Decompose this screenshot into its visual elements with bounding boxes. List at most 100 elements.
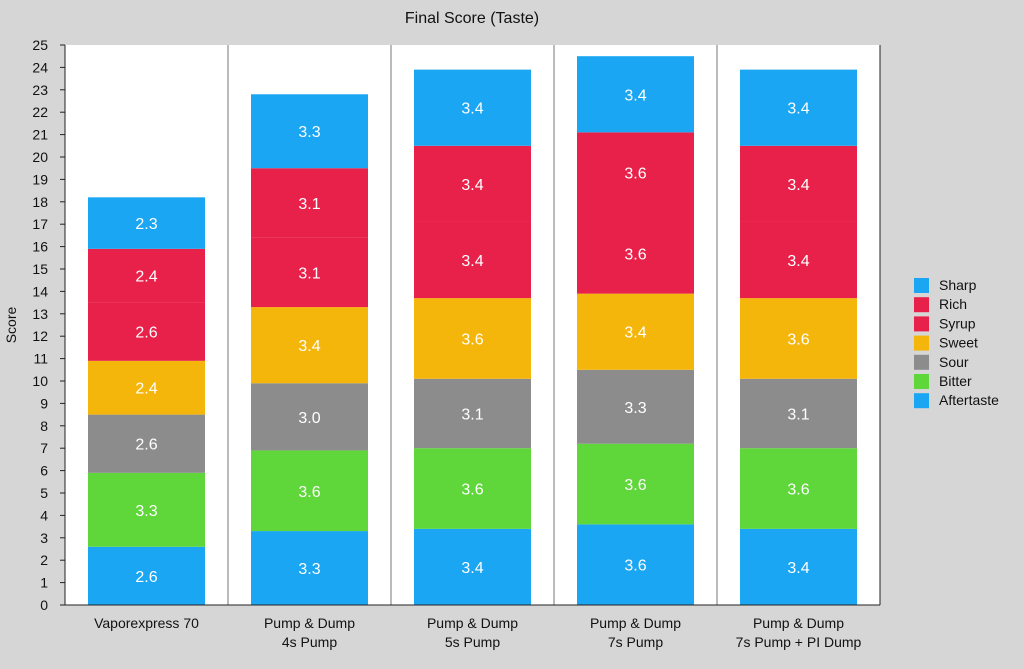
y-tick-label: 2 [40,552,48,568]
x-category-label: 7s Pump + PI Dump [736,634,862,650]
y-axis-ticks: 0123456789101112131415161718192021222324… [32,37,65,613]
bar-segment-value-label: 3.6 [624,477,646,494]
bar-segment-value-label: 3.4 [787,177,809,194]
bar-segment-aftertaste [577,524,694,605]
bar-segment-aftertaste [414,528,531,605]
bar-segment-value-label: 3.6 [787,331,809,348]
bar-segment-syrup [414,221,531,299]
bar-stacks: 2.6 3.3 2.6 2.4 2.6 2.4 2.3 3.3 3.6 3.0 3.4 3.1 3.1 3… [88,56,857,605]
bar-segment-sharp [88,197,205,249]
x-category-label: 5s Pump [445,634,500,650]
y-tick-label: 0 [40,597,48,613]
legend-label: Sour [939,354,969,370]
y-tick-label: 20 [32,149,48,165]
legend-label: Aftertaste [939,392,999,408]
bar-segment-value-label: 2.4 [135,269,157,286]
bar-segment-bitter [577,443,694,525]
legend: Sharp Rich Syrup Sweet Sour Bitter Aftertaste [914,277,999,409]
legend-swatch [914,316,929,332]
bar-segment-rich [251,168,368,238]
bar-segment-value-label: 3.6 [624,246,646,263]
y-tick-label: 24 [32,59,48,75]
legend-label: Rich [939,296,967,312]
bar-segment-sour [740,378,857,449]
bar-segment-value-label: 3.4 [787,560,809,577]
bar-segment-value-label: 3.6 [787,482,809,499]
bar-segment-value-label: 2.3 [135,216,157,233]
bar-segment-aftertaste [740,528,857,605]
bar-segment-value-label: 3.4 [624,87,646,104]
bar-segment-rich [88,248,205,303]
bar-segment-bitter [740,448,857,529]
bar-segment-rich [740,145,857,222]
x-category-label: Vaporexpress 70 [94,615,199,631]
x-category-label: Pump & Dump [427,615,518,631]
bar-segment-rich [414,145,531,222]
bar-segment-sweet [577,293,694,370]
bar-segment-aftertaste [88,546,205,605]
y-tick-label: 19 [32,171,48,187]
bar-segment-sweet [414,298,531,379]
bar-segment-value-label: 3.6 [298,484,320,501]
bar-segment-sour [414,378,531,449]
legend-swatch [914,374,929,389]
bar-segment-value-label: 2.4 [135,381,157,398]
y-tick-label: 12 [32,328,48,344]
y-tick-label: 11 [33,351,48,367]
y-tick-label: 4 [40,507,48,523]
y-tick-label: 1 [40,575,48,591]
legend-label: Bitter [939,373,972,389]
y-tick-label: 13 [32,306,48,322]
y-tick-label: 7 [40,440,48,456]
bar-segment-syrup [740,221,857,299]
bar-segment-value-label: 3.4 [624,325,646,342]
bar-segment-sweet [251,307,368,384]
bar-segment-sharp [577,56,694,133]
y-tick-label: 21 [32,127,48,143]
bar-segment-value-label: 3.1 [461,406,483,423]
y-axis-label: Score [3,307,19,344]
bar-segment-value-label: 3.3 [298,124,320,141]
bar-segment-value-label: 3.6 [461,331,483,348]
bar-segment-value-label: 3.1 [298,265,320,282]
bar-segment-syrup [88,302,205,361]
y-tick-label: 18 [32,194,48,210]
bar-segment-value-label: 3.1 [298,196,320,213]
bar-segment-value-label: 3.0 [298,410,320,427]
bar-segment-aftertaste [251,531,368,605]
legend-swatch [914,335,929,351]
bar-segment-sharp [414,69,531,146]
bar-segment-sour [577,369,694,444]
bar-segment-value-label: 2.6 [135,569,157,586]
bar-segment-rich [577,132,694,213]
y-tick-label: 15 [32,261,48,277]
bar-segment-value-label: 2.6 [135,437,157,454]
bar-segment-value-label: 3.4 [461,560,483,577]
bar-segment-syrup [577,213,694,294]
y-tick-label: 25 [32,37,48,53]
bar-segment-value-label: 3.4 [787,101,809,118]
bar-segment-value-label: 3.4 [787,253,809,270]
chart-title: Final Score (Taste) [405,10,539,27]
y-tick-label: 22 [32,104,48,120]
legend-label: Sweet [939,335,978,351]
bar-segment-sour [88,414,205,473]
x-category-label: 4s Pump [282,634,337,650]
y-tick-label: 3 [40,530,48,546]
bar-segment-value-label: 3.4 [461,101,483,118]
bar-segment-sweet [88,360,205,415]
bar-segment-value-label: 3.4 [461,253,483,270]
legend-swatch [914,354,929,370]
bar-segment-value-label: 2.6 [135,325,157,342]
legend-label: Sharp [939,277,977,293]
bar-segment-value-label: 3.6 [461,482,483,499]
bar-segment-value-label: 3.4 [461,177,483,194]
bar-segment-value-label: 3.3 [135,503,157,520]
legend-swatch [914,297,929,313]
bar-segment-bitter [414,448,531,529]
bar-segment-bitter [251,450,368,532]
bar-segment-sweet [740,298,857,379]
y-tick-label: 10 [32,373,48,389]
y-tick-label: 8 [40,418,48,434]
